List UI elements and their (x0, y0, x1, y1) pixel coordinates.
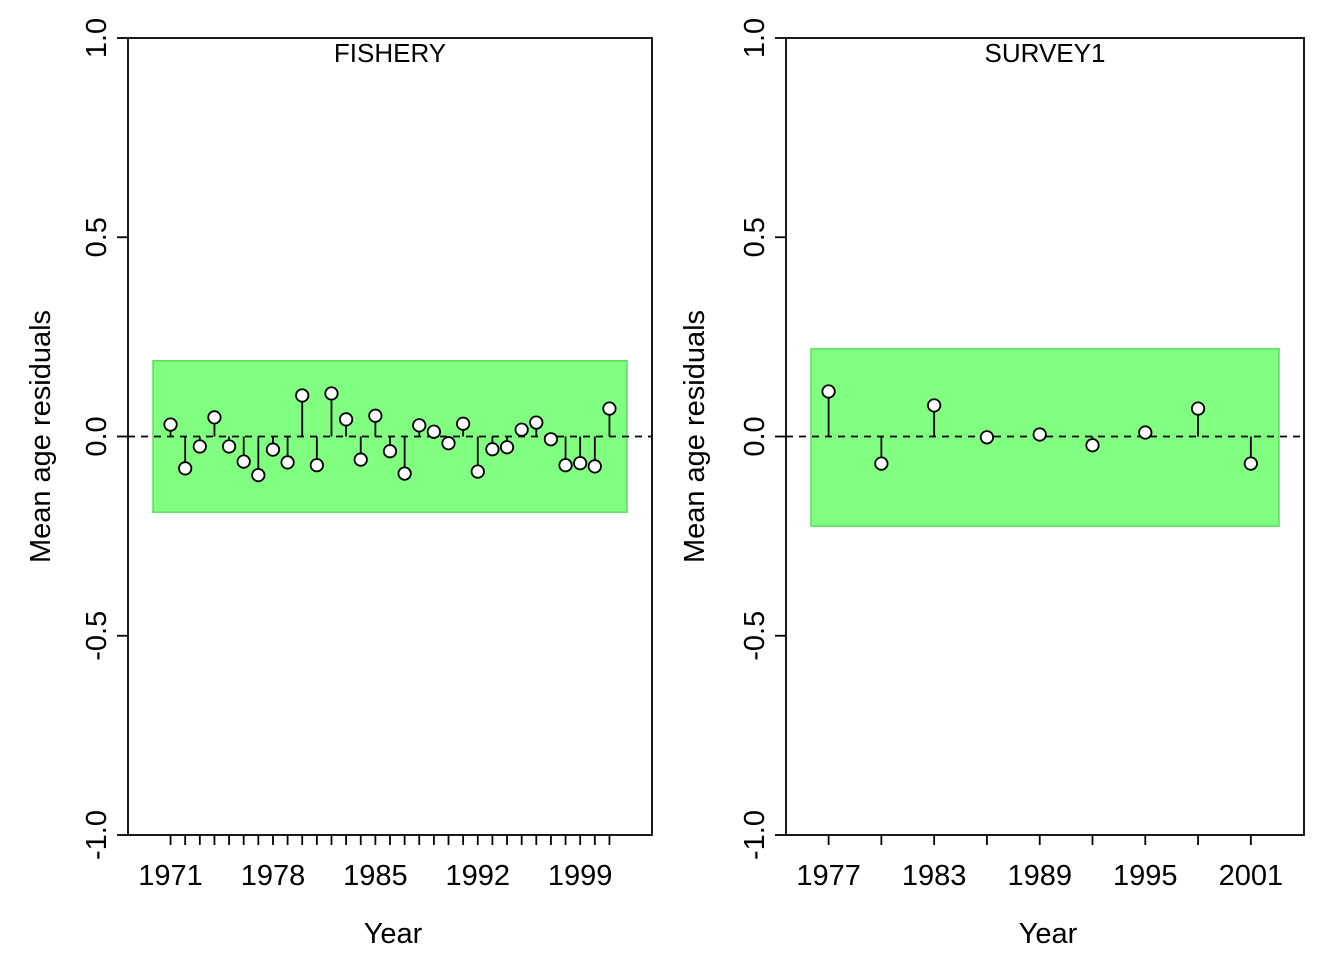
x-tick-label: 1999 (548, 860, 613, 892)
residual-point (1138, 425, 1153, 440)
x-tick-label: 1977 (796, 860, 861, 892)
y-tick-label: 0.0 (81, 416, 113, 456)
residual-point (353, 452, 368, 467)
y-tick-label: 0.0 (739, 416, 771, 456)
residual-point (874, 456, 889, 471)
residual-point (821, 384, 836, 399)
residual-point (178, 461, 193, 476)
residual-point (324, 386, 339, 401)
residual-point (163, 417, 178, 432)
residual-point (441, 436, 456, 451)
y-tick-label: -1.0 (739, 810, 771, 860)
residual-point (412, 418, 427, 433)
residual-point (499, 440, 515, 455)
residual-point (529, 415, 544, 430)
y-axis-title: Mean age residuals (679, 310, 711, 563)
y-tick-label: -0.5 (739, 611, 771, 661)
residual-point (1032, 427, 1047, 442)
x-axis-title: Year (364, 918, 423, 950)
residual-point (485, 442, 500, 457)
residual-point (456, 416, 471, 431)
residual-point (602, 401, 617, 416)
panel-title: SURVEY1 (985, 38, 1106, 68)
x-axis-title: Year (1019, 918, 1078, 950)
x-tick-label: 1989 (1007, 860, 1072, 892)
y-tick-label: 0.5 (739, 217, 771, 257)
residual-point (1085, 438, 1100, 453)
y-tick-label: 0.5 (81, 217, 113, 257)
x-tick-label: 1995 (1113, 860, 1178, 892)
y-axis-title: Mean age residuals (25, 310, 57, 563)
residual-point (1190, 401, 1206, 416)
residual-point (514, 422, 529, 437)
residual-point (265, 442, 281, 457)
y-tick-label: 1.0 (739, 18, 771, 58)
x-tick-label: 1983 (902, 860, 967, 892)
residual-point (573, 456, 588, 471)
residual-point (207, 410, 222, 425)
residual-point (543, 432, 559, 447)
residual-point (221, 439, 237, 454)
residual-point (558, 458, 573, 473)
residual-point (251, 468, 266, 483)
residual-point (927, 398, 942, 413)
residual-point (236, 454, 251, 469)
x-tick-label: 1978 (241, 860, 306, 892)
residual-point (382, 444, 398, 459)
residual-point (397, 466, 412, 481)
residual-point (339, 412, 354, 427)
residual-point (192, 439, 207, 454)
residual-point (368, 408, 383, 423)
residual-point (979, 430, 995, 445)
residual-point (426, 424, 441, 439)
y-tick-label: -1.0 (81, 810, 113, 860)
fishery-panel: FISHERY -1.0 -0.5 0.0 0.5 1.0 1971 1978 1985 1992… (25, 18, 653, 950)
residual-point (1243, 456, 1258, 471)
residual-point (295, 388, 310, 403)
residual-point (470, 464, 485, 479)
x-tick-label: 2001 (1219, 860, 1284, 892)
residual-point (587, 459, 602, 474)
x-tick-label: 1985 (343, 860, 408, 892)
residual-point (309, 458, 324, 473)
x-tick-label: 1992 (446, 860, 511, 892)
y-tick-label: -0.5 (81, 611, 113, 661)
x-tick-label: 1971 (138, 860, 203, 892)
survey1-panel: SURVEY1 -1.0 -0.5 0.0 0.5 1.0 1977 1983 1989 1995… (679, 18, 1305, 950)
y-tick-label: 1.0 (81, 18, 113, 58)
residual-point (280, 455, 295, 470)
panel-title: FISHERY (334, 38, 446, 68)
